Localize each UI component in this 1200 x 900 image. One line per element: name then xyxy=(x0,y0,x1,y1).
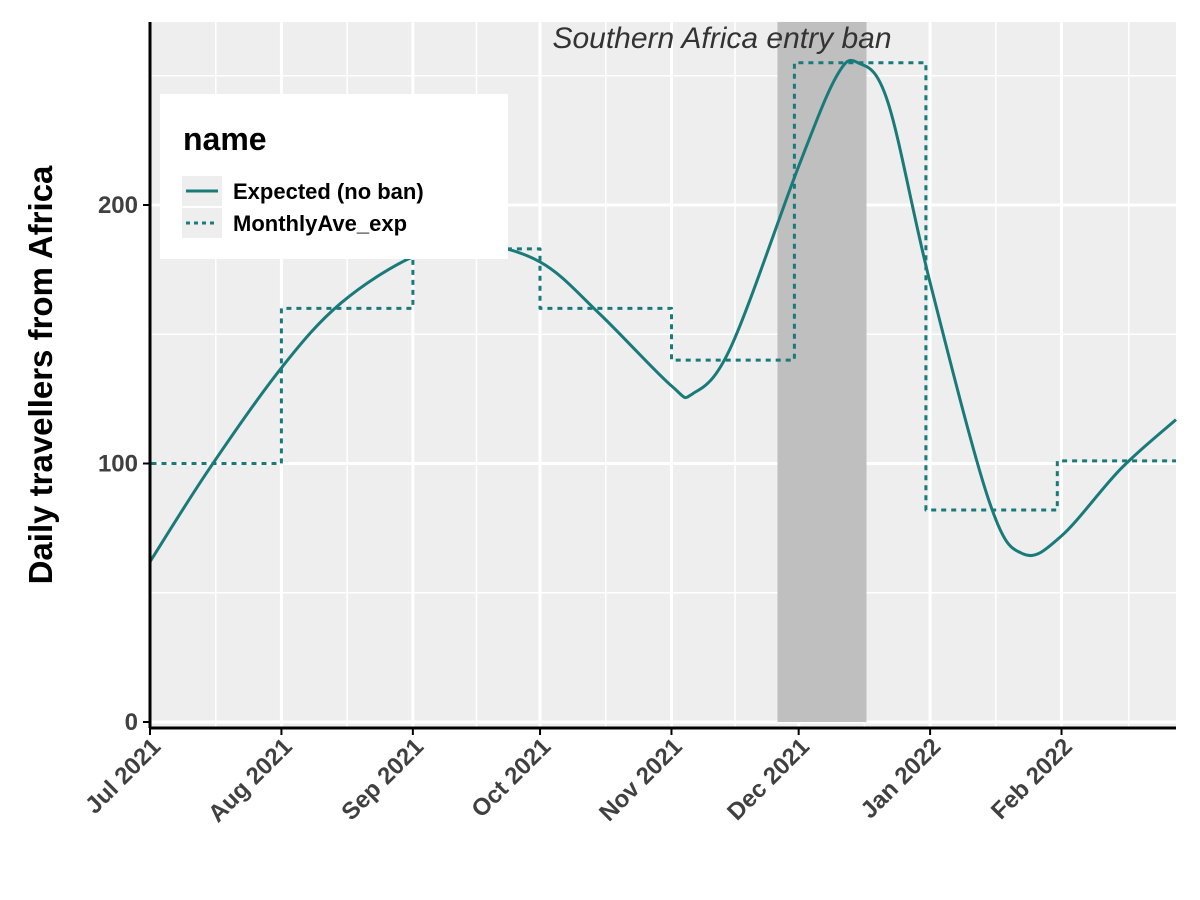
ban-band-layer xyxy=(777,22,867,722)
x-tick-label: Nov 2021 xyxy=(594,733,688,827)
y-tick-label: 0 xyxy=(125,709,138,736)
legend-title: name xyxy=(183,121,267,157)
x-tick-label: Feb 2022 xyxy=(986,733,1078,825)
series-line-monthlyave xyxy=(148,61,1176,722)
y-axis-title: Daily travellers from Africa xyxy=(22,165,59,584)
x-tick-label: Sep 2021 xyxy=(336,733,429,826)
legend-label-expected: Expected (no ban) xyxy=(233,179,424,204)
legend-label-monthlyave: MonthlyAve_exp xyxy=(233,211,407,236)
series-line-expected xyxy=(148,58,1177,563)
ban-period-band xyxy=(777,22,867,722)
ban-annotation-label: Southern Africa entry ban xyxy=(552,22,891,55)
legend: name Expected (no ban) MonthlyAve_exp xyxy=(160,94,508,259)
x-tick-label: Oct 2021 xyxy=(466,733,556,823)
y-tick-label: 200 xyxy=(98,192,138,219)
x-tick-label: Dec 2021 xyxy=(722,733,815,826)
y-tick-label: 100 xyxy=(98,451,138,478)
series-layer xyxy=(148,58,1177,722)
x-tick-label: Jan 2022 xyxy=(856,733,947,824)
x-tick-label: Jul 2021 xyxy=(80,733,166,819)
x-tick-label: Aug 2021 xyxy=(203,733,298,828)
